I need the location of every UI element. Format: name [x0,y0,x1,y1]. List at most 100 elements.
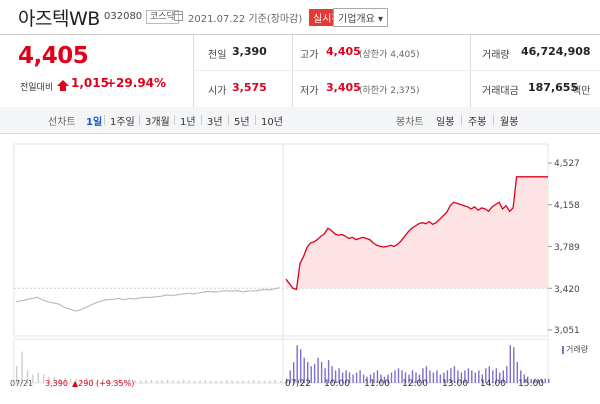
price-chart [13,143,552,384]
volume-bar [537,378,539,383]
tab-range-1d[interactable]: 1일 [86,117,103,128]
change-label: 전일대비 [20,83,54,93]
volume-bar [464,370,466,383]
today-series [285,176,548,291]
volume-bar [341,372,344,383]
volume-bar [327,359,330,383]
volume-bar [520,370,522,383]
volume-bar [139,380,142,383]
y-tick-label: 3,051 [554,326,580,336]
volume-bar [425,366,428,383]
volume-bar [369,374,372,383]
volume-bar [390,372,393,383]
tab-weekly-candle[interactable]: 주봉 [468,117,487,128]
market-badge: 코스닥 [146,10,179,24]
amount-value: 187,655 [528,81,579,94]
volume-bar [102,378,104,383]
low-limit-note: (하한가 2,375) [359,86,420,96]
volume-bar [313,364,316,383]
volume-bar [474,372,476,383]
volume-value: 46,724,908 [521,45,591,58]
volume-bar [42,374,45,383]
prev-day-series [15,287,281,312]
volume-bar [75,378,77,383]
volume-bar [59,378,61,383]
volume-bar [345,370,347,383]
divider [292,35,293,107]
line-chart-label: 선차트 [48,117,76,128]
volume-bar [499,372,501,383]
tab-range-1w[interactable]: 1주일 [110,117,135,128]
volume-bar [96,379,99,383]
divider [255,115,256,125]
volume-bar [134,380,136,383]
volume-bar [69,378,72,383]
volume-bar [296,345,298,383]
volume-bar [429,370,431,383]
volume-bar [231,380,233,383]
volume-bar [527,376,529,383]
price-panel: 4,405 전일대비 1,015 +29.94% 전일 3,390 시가 3,5… [0,34,600,108]
volume-legend: 거래량 [562,344,588,355]
tab-range-1y[interactable]: 1년 [180,117,196,128]
calendar-icon [174,11,183,21]
tab-range-5y[interactable]: 5년 [234,117,250,128]
volume-bar [530,378,532,383]
volume-bar [457,370,459,383]
change-rate: +29.94% [106,76,167,90]
tab-range-3m[interactable]: 3개월 [145,117,170,128]
volume-bar [320,362,323,383]
volume-bar [432,372,435,383]
y-tick-label: 4,158 [554,201,580,211]
volume-bar [188,380,190,383]
divider [139,115,140,125]
tab-range-3y[interactable]: 3년 [207,117,223,128]
low-value: 3,405 [326,81,361,94]
chart-tabs: 선차트 1일 1주일 3개월 1년 3년 5년 10년 봉차트 일봉 주봉 월봉 [0,107,600,134]
divider [174,115,175,125]
volume-bar [471,370,473,383]
volume-bar [362,374,365,383]
volume-bar [439,374,442,383]
high-value: 4,405 [326,45,361,58]
divider [228,115,229,125]
volume-bar [129,378,131,383]
divider [461,115,462,125]
volume-bar [411,370,414,383]
volume-bar [387,374,389,383]
volume-bar [355,372,358,383]
volume-bar [183,380,185,383]
volume-bar [215,380,217,383]
volume-bar [210,380,212,383]
volume-bar [199,380,201,383]
volume-bar [32,374,34,383]
volume-bar [488,366,490,383]
company-info-button[interactable]: 기업개요 ▾ [333,8,388,27]
tab-range-10y[interactable]: 10년 [261,117,283,128]
current-price: 4,405 [18,43,89,69]
open-label: 시가 [208,86,227,97]
volume-bar [394,370,396,383]
volume-bar [21,351,23,383]
prev-close-value: 3,390 [232,45,267,58]
volume-bar [481,374,483,383]
volume-bar [373,372,375,383]
today-area [286,176,548,290]
volume-bar [443,372,445,383]
volume-bar [64,378,66,383]
volume-bar [450,368,452,383]
volume-bar [150,380,153,383]
volume-bar [408,374,410,383]
volume-bar [548,378,550,383]
tab-daily-candle[interactable]: 일봉 [436,117,455,128]
volume-bar [492,370,494,383]
volume-bar [366,376,368,383]
divider [470,35,471,107]
stock-header: 아즈텍WB 032080 코스닥 2021.07.22 기준(장마감) 실시간 … [0,0,600,34]
open-value: 3,575 [232,81,267,94]
volume-bar [300,349,302,383]
tab-monthly-candle[interactable]: 월봉 [500,117,519,128]
volume-bar [422,368,424,383]
x-tick-label: 07/22 [285,379,311,389]
volume-bar [253,380,255,383]
